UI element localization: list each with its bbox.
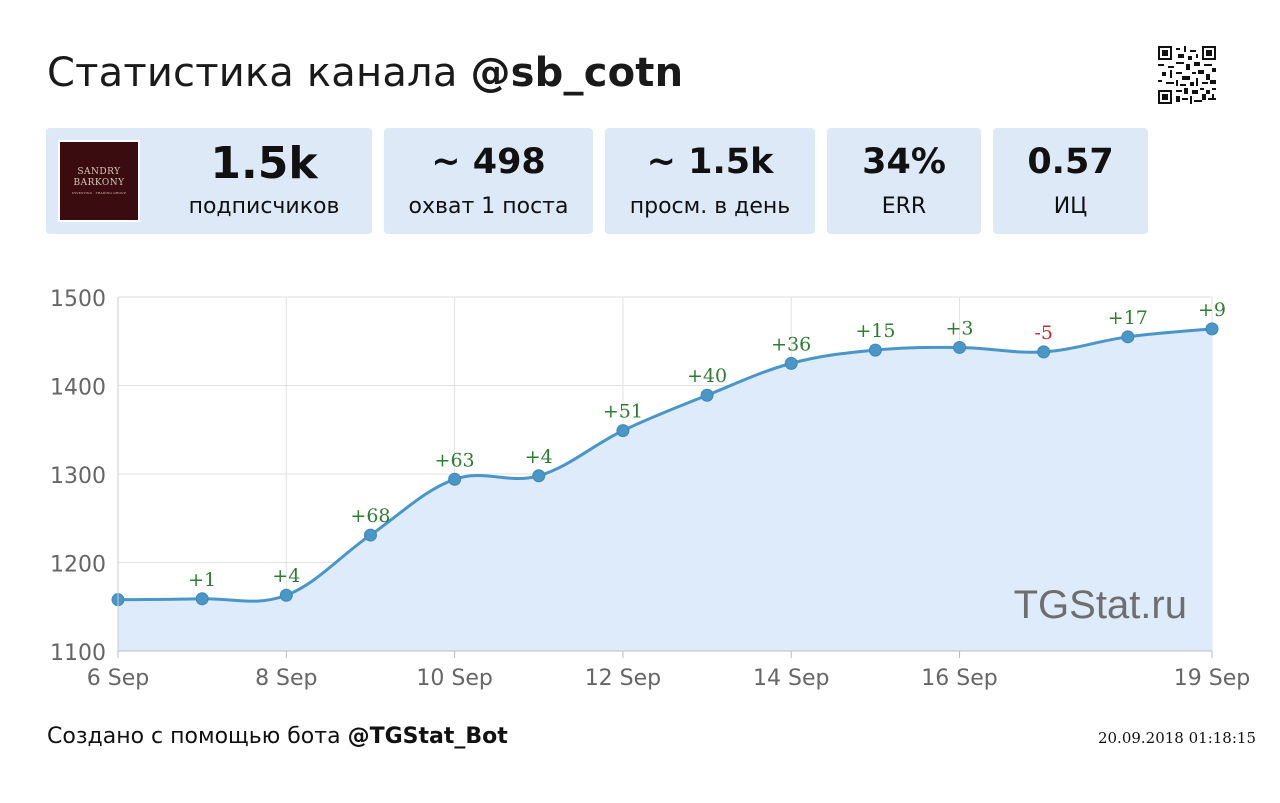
data-label: +3	[946, 317, 974, 339]
y-tick-label: 1200	[50, 553, 106, 578]
data-label: +9	[1198, 299, 1226, 321]
data-point	[1037, 345, 1051, 359]
data-point	[616, 424, 630, 438]
data-point	[532, 469, 546, 483]
data-point	[784, 356, 798, 370]
series-line	[117, 327, 1213, 603]
footer-credit: Создано с помощью бота @TGStat_Bot	[47, 724, 508, 749]
subscribers-card: SANDRY BARKONY INVESTING · TRADING GROUP…	[46, 128, 372, 234]
avatar-text-line3: INVESTING · TRADING GROUP	[72, 191, 126, 195]
subscribers-value: 1.5k	[210, 138, 318, 189]
reach-card: ~ 498 охват 1 поста	[384, 128, 593, 234]
data-label: +63	[435, 449, 475, 471]
avatar-text-line2: BARKONY	[73, 178, 125, 188]
qr-code-icon	[1158, 46, 1216, 104]
data-point	[868, 343, 882, 357]
x-tick-label: 16 Sep	[921, 666, 997, 691]
data-label: +51	[603, 401, 643, 423]
data-points	[111, 322, 1219, 607]
data-point	[279, 588, 293, 602]
avatar: SANDRY BARKONY INVESTING · TRADING GROUP	[58, 140, 140, 222]
data-point	[448, 472, 462, 486]
y-tick-label: 1400	[50, 376, 106, 401]
data-point	[953, 340, 967, 354]
timestamp: 20.09.2018 01:18:15	[1097, 729, 1256, 747]
y-tick-label: 1300	[50, 464, 106, 489]
data-label: +40	[687, 365, 727, 387]
reach-value: ~ 498	[431, 142, 546, 182]
daily-views-label: просм. в день	[629, 194, 791, 219]
footer-prefix: Создано с помощью бота	[47, 724, 348, 749]
data-label: +15	[855, 320, 895, 342]
citation-index-value: 0.57	[1027, 142, 1114, 182]
x-tick-label: 8 Sep	[255, 666, 317, 691]
data-point	[363, 528, 377, 542]
title-prefix: Статистика канала	[47, 50, 471, 96]
data-label: +4	[525, 446, 553, 468]
channel-handle: @sb_cotn	[470, 50, 684, 96]
err-card: 34% ERR	[827, 128, 981, 234]
watermark: TGStat.ru	[1014, 583, 1187, 627]
data-point	[195, 592, 209, 606]
err-value: 34%	[862, 142, 946, 182]
x-tick-label: 10 Sep	[416, 666, 492, 691]
data-point	[1205, 322, 1219, 336]
area-fill	[118, 328, 1212, 651]
daily-views-value: ~ 1.5k	[646, 142, 774, 182]
data-label: +17	[1108, 307, 1148, 329]
data-point	[700, 388, 714, 402]
data-label: +68	[350, 505, 390, 527]
x-tick-label: 6 Sep	[87, 666, 149, 691]
citation-index-label: ИЦ	[1053, 194, 1088, 219]
x-tick-label: 19 Sep	[1174, 666, 1250, 691]
data-label: +36	[771, 333, 811, 355]
x-tick-label: 14 Sep	[753, 666, 829, 691]
y-tick-label: 1500	[50, 287, 106, 312]
x-tick-label: 12 Sep	[585, 666, 661, 691]
subscribers-chart: +1 +4 +68 +63 +4 +51 +40 +36 +15 +3 -5 +17 +9 1100 12…	[50, 287, 1250, 691]
bot-link[interactable]: @TGStat_Bot	[347, 724, 508, 749]
citation-index-card: 0.57 ИЦ	[993, 128, 1148, 234]
data-point	[1121, 330, 1135, 344]
y-tick-label: 1100	[50, 641, 106, 666]
data-label: +1	[188, 569, 216, 591]
data-label: -5	[1034, 322, 1053, 344]
page-title: Статистика канала @sb_cotn	[47, 50, 683, 96]
daily-views-card: ~ 1.5k просм. в день	[605, 128, 815, 234]
subscribers-label: подписчиков	[188, 194, 340, 219]
data-label: +4	[272, 565, 300, 587]
err-label: ERR	[881, 194, 927, 219]
data-labels: +1 +4 +68 +63 +4 +51 +40 +36 +15 +3 -5 +17 +9	[188, 299, 1226, 591]
reach-label: охват 1 поста	[408, 194, 569, 219]
chart-axes: 1100 1200 1300 1400 1500 6 Sep 8 Sep 10 Sep 12 S…	[50, 287, 1250, 691]
avatar-text-line1: SANDRY	[77, 167, 121, 177]
